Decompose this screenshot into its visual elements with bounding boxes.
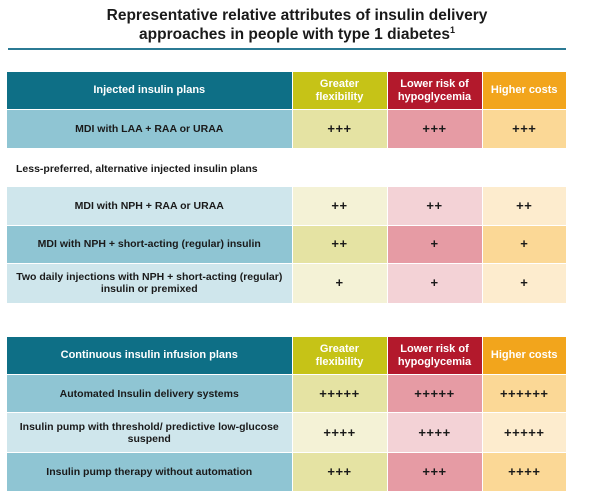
rating-flexibility: +++++ bbox=[291, 374, 387, 413]
rating-hypoglycemia: +++ bbox=[386, 452, 482, 491]
rating-costs: ++ bbox=[481, 187, 566, 225]
rating-flexibility: +++ bbox=[291, 452, 387, 491]
infusion-header-row: Continuous insulin infusion plans Greate… bbox=[7, 337, 566, 375]
row-label: Insulin pump with threshold/ predictive … bbox=[7, 412, 292, 453]
table-row: Insulin pump therapy without automation … bbox=[7, 452, 566, 491]
rating-costs: +++++ bbox=[481, 412, 566, 453]
alternative-section-heading: Less-preferred, alternative injected ins… bbox=[16, 163, 258, 175]
injected-header-label: Injected insulin plans bbox=[7, 72, 292, 110]
row-label: Automated Insulin delivery systems bbox=[7, 374, 292, 413]
row-label: Insulin pump therapy without automation bbox=[7, 452, 292, 491]
rating-flexibility: +++ bbox=[291, 109, 387, 148]
infusion-plans-table: Continuous insulin infusion plans Greate… bbox=[7, 337, 566, 491]
table-row: Two daily injections with NPH + short-ac… bbox=[7, 262, 566, 303]
rating-hypoglycemia: ++ bbox=[386, 187, 482, 225]
table-row: MDI with NPH + RAA or URAA ++ ++ ++ bbox=[7, 187, 566, 225]
rating-flexibility: ++ bbox=[291, 224, 387, 263]
table-row: Insulin pump with threshold/ predictive … bbox=[7, 412, 566, 453]
title-line-1: Representative relative attributes of in… bbox=[106, 7, 488, 24]
injected-header-row: Injected insulin plans Greater flexibili… bbox=[7, 72, 566, 110]
title-footnote: 1 bbox=[449, 24, 455, 35]
rating-hypoglycemia: +++ bbox=[386, 109, 482, 148]
page-title: Representative relative attributes of in… bbox=[0, 6, 594, 44]
column-header-costs: Higher costs bbox=[481, 337, 566, 375]
column-header-hypoglycemia: Lower risk of hypoglycemia bbox=[386, 337, 482, 375]
rating-costs: ++++ bbox=[481, 452, 566, 491]
rating-hypoglycemia: +++++ bbox=[386, 374, 482, 413]
rating-hypoglycemia: + bbox=[386, 262, 482, 303]
column-header-costs: Higher costs bbox=[481, 72, 566, 110]
table-row: MDI with LAA + RAA or URAA +++ +++ +++ bbox=[7, 109, 566, 148]
alternative-plans-table: MDI with NPH + RAA or URAA ++ ++ ++ MDI … bbox=[7, 187, 566, 303]
rating-flexibility: ++++ bbox=[291, 412, 387, 453]
row-label: MDI with NPH + RAA or URAA bbox=[7, 187, 292, 225]
table-row: MDI with NPH + short-acting (regular) in… bbox=[7, 224, 566, 263]
rating-costs: + bbox=[481, 224, 566, 263]
rating-hypoglycemia: ++++ bbox=[386, 412, 482, 453]
infusion-header-label: Continuous insulin infusion plans bbox=[7, 337, 292, 375]
rating-costs: +++ bbox=[481, 109, 566, 148]
rating-costs: + bbox=[481, 262, 566, 303]
row-label: MDI with NPH + short-acting (regular) in… bbox=[7, 224, 292, 263]
table-row: Automated Insulin delivery systems +++++… bbox=[7, 374, 566, 413]
rating-flexibility: + bbox=[291, 262, 387, 303]
row-label: MDI with LAA + RAA or URAA bbox=[7, 109, 292, 148]
column-header-flexibility: Greater flexibility bbox=[291, 72, 387, 110]
title-line-2: approaches in people with type 1 diabete… bbox=[139, 26, 450, 43]
column-header-flexibility: Greater flexibility bbox=[291, 337, 387, 375]
row-label: Two daily injections with NPH + short-ac… bbox=[7, 262, 292, 303]
rating-flexibility: ++ bbox=[291, 187, 387, 225]
injected-plans-table: Injected insulin plans Greater flexibili… bbox=[7, 72, 566, 148]
title-divider bbox=[8, 48, 566, 50]
rating-hypoglycemia: + bbox=[386, 224, 482, 263]
rating-costs: ++++++ bbox=[481, 374, 566, 413]
column-header-hypoglycemia: Lower risk of hypoglycemia bbox=[386, 72, 482, 110]
